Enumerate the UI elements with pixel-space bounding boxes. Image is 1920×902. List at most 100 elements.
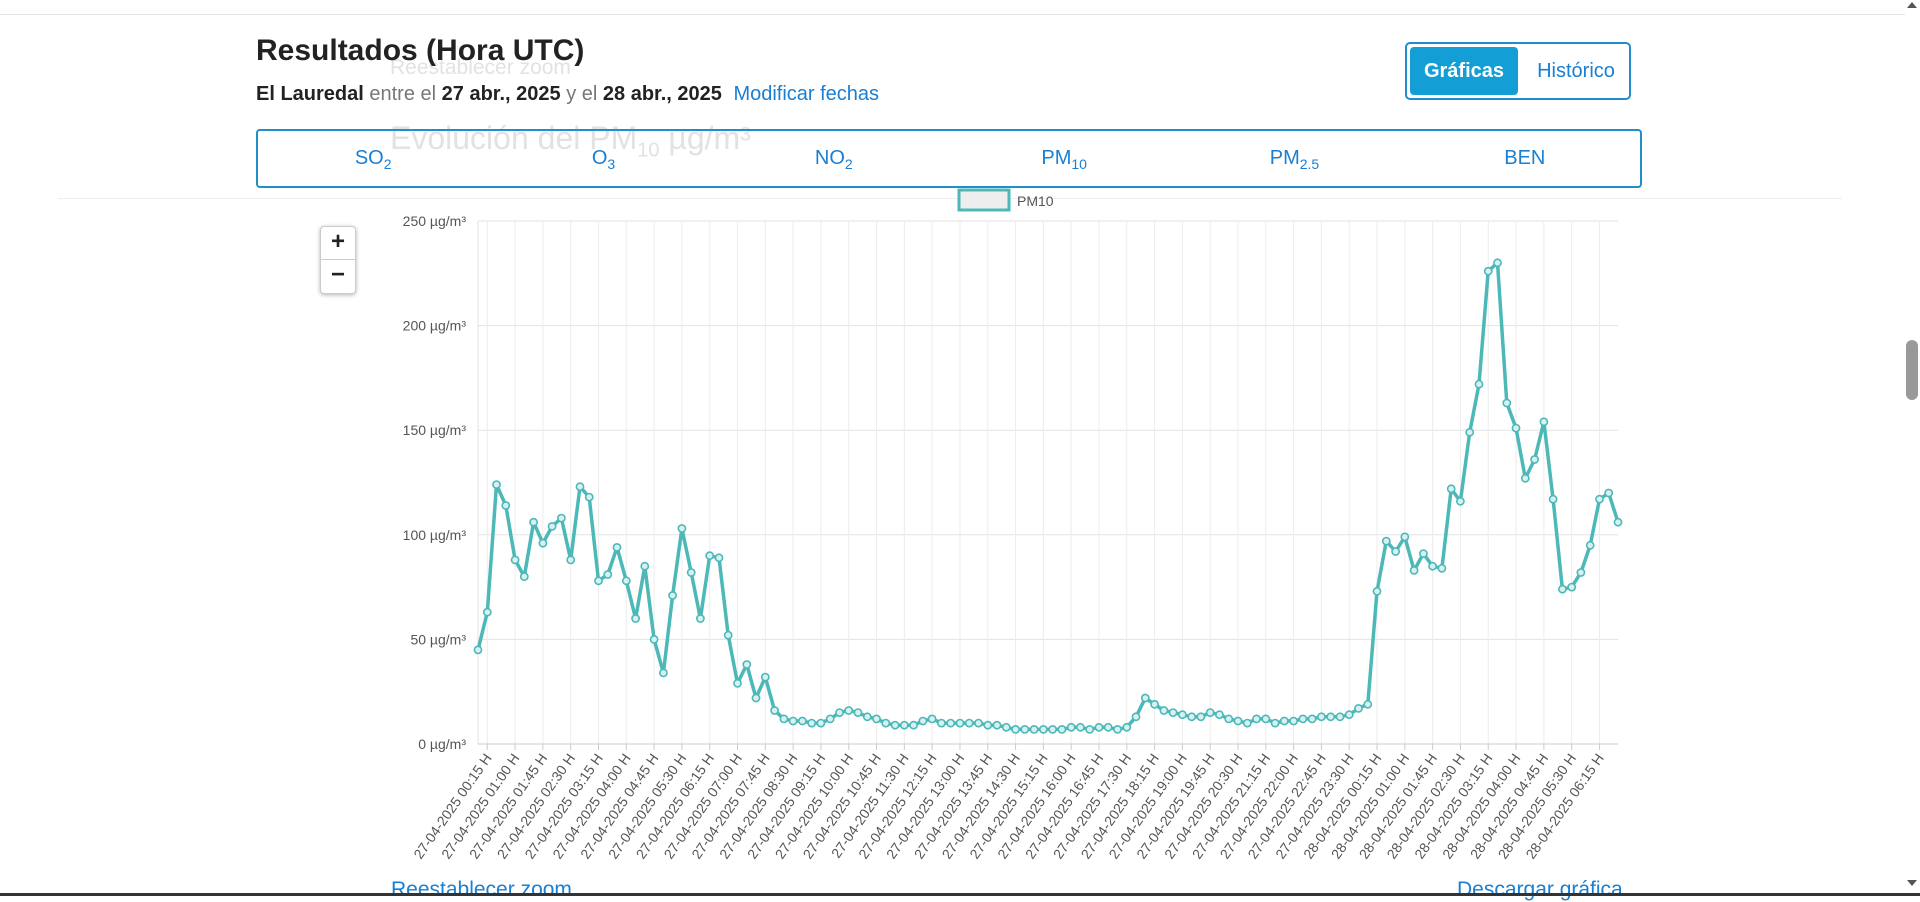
- data-point[interactable]: [927, 714, 937, 724]
- data-point[interactable]: [955, 718, 965, 728]
- data-point[interactable]: [594, 576, 603, 586]
- data-point[interactable]: [1001, 722, 1011, 732]
- data-point[interactable]: [566, 555, 576, 565]
- data-point[interactable]: [1307, 714, 1317, 724]
- data-point[interactable]: [1252, 714, 1261, 724]
- data-point[interactable]: [751, 693, 761, 703]
- data-point[interactable]: [1122, 722, 1132, 732]
- data-point[interactable]: [1159, 706, 1169, 715]
- data-point[interactable]: [1270, 718, 1280, 728]
- data-point[interactable]: [1131, 712, 1141, 722]
- data-point[interactable]: [1419, 549, 1428, 558]
- data-point[interactable]: [1113, 725, 1122, 734]
- data-point[interactable]: [1029, 725, 1039, 734]
- data-point[interactable]: [501, 501, 511, 510]
- data-point[interactable]: [844, 706, 854, 715]
- data-point[interactable]: [575, 482, 585, 492]
- data-point[interactable]: [1409, 566, 1419, 575]
- data-point[interactable]: [890, 720, 900, 730]
- data-point[interactable]: [473, 645, 483, 655]
- data-point[interactable]: [1279, 716, 1289, 726]
- data-point[interactable]: [946, 718, 956, 728]
- data-point[interactable]: [1446, 484, 1456, 494]
- data-point[interactable]: [510, 555, 520, 565]
- data-point[interactable]: [1502, 398, 1512, 408]
- data-point[interactable]: [640, 561, 650, 571]
- data-point[interactable]: [742, 660, 752, 669]
- data-point[interactable]: [1604, 488, 1614, 498]
- tab-pm10[interactable]: PM10: [1041, 147, 1087, 172]
- data-point[interactable]: [835, 708, 844, 717]
- data-point[interactable]: [1289, 716, 1298, 726]
- data-point[interactable]: [807, 718, 817, 728]
- data-point[interactable]: [1567, 582, 1577, 592]
- scroll-down-arrow-icon[interactable]: [1907, 880, 1917, 886]
- data-point[interactable]: [668, 591, 677, 600]
- data-point[interactable]: [816, 718, 826, 728]
- data-point[interactable]: [631, 614, 640, 623]
- data-point[interactable]: [1011, 725, 1020, 734]
- data-point[interactable]: [1094, 722, 1104, 732]
- data-point[interactable]: [1400, 532, 1410, 542]
- data-point[interactable]: [1076, 722, 1085, 732]
- data-point[interactable]: [1483, 266, 1493, 276]
- data-point[interactable]: [1224, 714, 1234, 724]
- data-point[interactable]: [1326, 712, 1336, 722]
- data-point[interactable]: [770, 706, 779, 715]
- data-point[interactable]: [723, 630, 733, 640]
- data-point[interactable]: [584, 492, 594, 502]
- data-point[interactable]: [862, 712, 872, 722]
- data-point[interactable]: [557, 513, 566, 523]
- data-point[interactable]: [825, 714, 835, 724]
- data-point[interactable]: [760, 672, 770, 682]
- data-point[interactable]: [1298, 714, 1308, 724]
- data-point[interactable]: [1103, 722, 1113, 732]
- data-point[interactable]: [1261, 714, 1271, 724]
- data-point[interactable]: [612, 543, 622, 552]
- data-point[interactable]: [1428, 561, 1437, 571]
- data-point[interactable]: [1511, 423, 1521, 433]
- data-point[interactable]: [1057, 725, 1067, 734]
- data-point[interactable]: [1530, 455, 1539, 464]
- data-point[interactable]: [1317, 712, 1326, 722]
- data-point[interactable]: [1085, 725, 1095, 734]
- data-point[interactable]: [1595, 494, 1604, 504]
- data-point[interactable]: [1613, 517, 1623, 527]
- data-point[interactable]: [1233, 716, 1243, 726]
- data-point[interactable]: [1150, 699, 1159, 709]
- data-point[interactable]: [649, 635, 659, 644]
- data-point[interactable]: [1178, 710, 1187, 720]
- data-point[interactable]: [621, 576, 631, 586]
- data-point[interactable]: [696, 614, 705, 623]
- data-point[interactable]: [1520, 473, 1530, 483]
- data-point[interactable]: [1335, 712, 1345, 722]
- zoom-in-button[interactable]: +: [321, 227, 355, 260]
- data-point[interactable]: [964, 718, 974, 728]
- data-point[interactable]: [992, 720, 1002, 730]
- data-point[interactable]: [1456, 496, 1465, 506]
- data-point[interactable]: [603, 570, 613, 579]
- download-chart-link[interactable]: Descargar gráfica: [1457, 878, 1623, 901]
- tab-no2[interactable]: NO2: [814, 147, 853, 172]
- tab-so2[interactable]: SO2: [354, 147, 392, 172]
- data-point[interactable]: [918, 716, 928, 726]
- data-point[interactable]: [714, 553, 724, 563]
- data-point[interactable]: [779, 714, 789, 724]
- data-point[interactable]: [1381, 536, 1391, 546]
- data-point[interactable]: [659, 668, 668, 678]
- data-point[interactable]: [1048, 725, 1057, 734]
- data-point[interactable]: [1363, 699, 1373, 709]
- data-point[interactable]: [1168, 708, 1178, 717]
- data-point[interactable]: [482, 607, 492, 617]
- data-point[interactable]: [1585, 540, 1595, 550]
- data-point[interactable]: [529, 517, 538, 527]
- data-point[interactable]: [1372, 586, 1382, 596]
- charts-view-button[interactable]: Gráficas: [1410, 47, 1518, 95]
- data-point[interactable]: [1354, 704, 1363, 713]
- data-point[interactable]: [1344, 710, 1354, 720]
- data-point[interactable]: [974, 718, 983, 728]
- chart-legend[interactable]: PM10: [957, 188, 1054, 212]
- data-point[interactable]: [1039, 725, 1048, 734]
- data-point[interactable]: [853, 708, 863, 717]
- tab-o3[interactable]: O3: [591, 147, 616, 172]
